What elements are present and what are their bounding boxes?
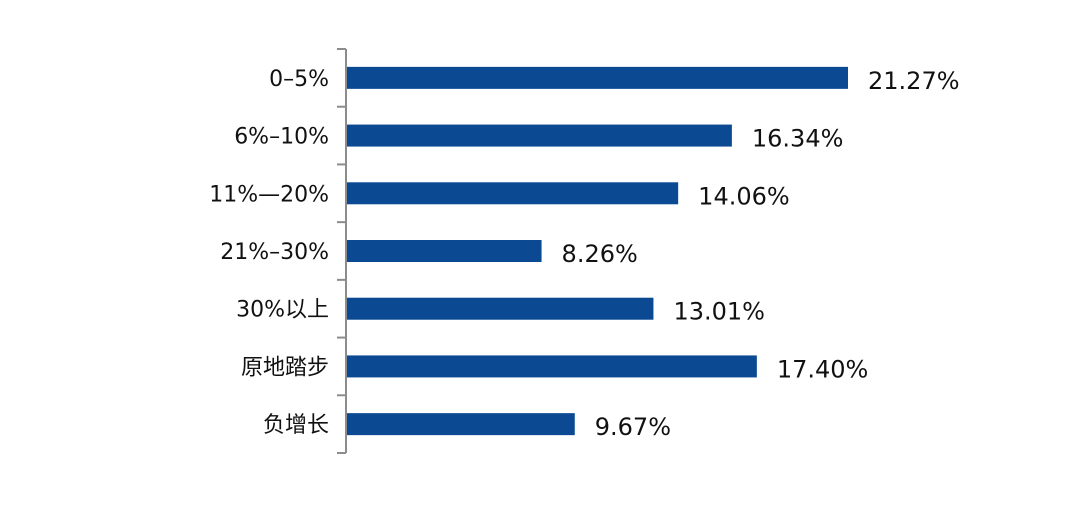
bar-5 — [347, 355, 757, 378]
bar-0 — [347, 66, 848, 89]
data-label: 16.34% — [752, 125, 844, 153]
category-label: 0–5% — [269, 67, 329, 92]
data-label: 13.01% — [673, 298, 765, 326]
data-label: 8.26% — [562, 240, 638, 268]
category-label: 11%—20% — [209, 182, 329, 207]
category-label: 30%以上 — [236, 298, 329, 323]
bar-4 — [347, 297, 654, 320]
bar-6 — [347, 413, 575, 436]
category-label: 6%–10% — [234, 125, 329, 150]
data-label: 9.67% — [595, 413, 671, 441]
data-label: 14.06% — [698, 182, 790, 210]
category-label: 负增长 — [263, 413, 329, 438]
category-label: 21%–30% — [220, 240, 329, 265]
bar-1 — [347, 124, 732, 147]
category-label: 原地踏步 — [241, 355, 329, 380]
data-label: 17.40% — [777, 355, 869, 383]
data-label: 21.27% — [868, 67, 960, 95]
bar-3 — [347, 240, 542, 262]
bar-2 — [347, 182, 679, 205]
